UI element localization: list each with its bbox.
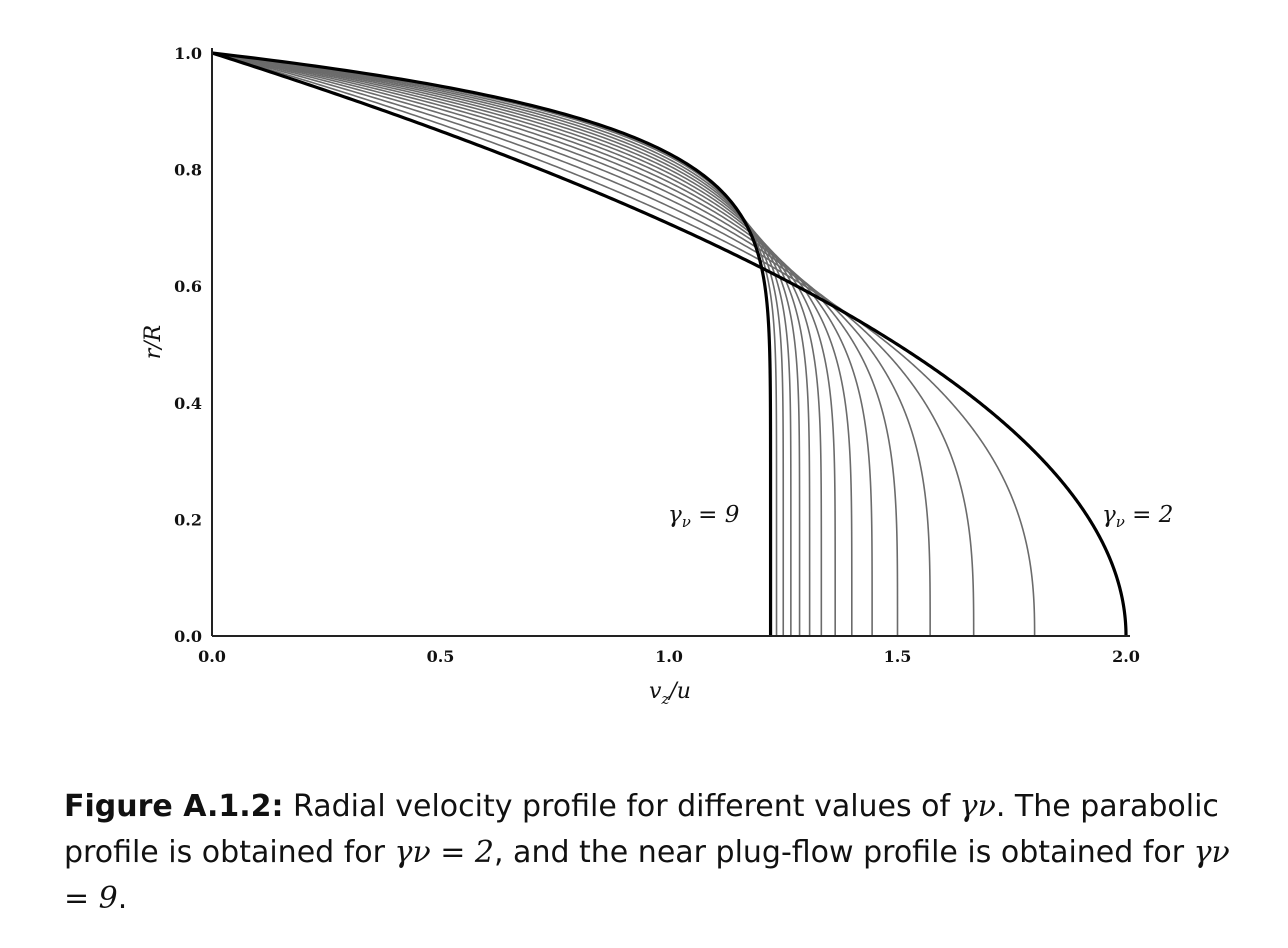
caption-text-4: . — [117, 881, 128, 916]
y-tick-label: 1.0 — [174, 44, 202, 63]
velocity-profile-chart: 0.0 0.5 1.0 1.5 2.0 0.00.20.40.60.81.0 vz/u … — [141, 44, 1173, 708]
y-tick-label: 0.0 — [174, 627, 202, 646]
series-line-gamma-3 — [211, 52, 975, 636]
series-line-gamma-5 — [211, 52, 853, 636]
y-tick-label: 0.4 — [174, 394, 202, 413]
series-line-gamma-4-5 — [211, 52, 873, 636]
y-tick-labels: 0.0 0.2 0.4 0.6 0.8 1.0 — [174, 44, 202, 646]
series-line-gamma-4 — [211, 52, 899, 636]
caption-text-1: Radial velocity profile for different va… — [283, 789, 960, 824]
series-line-gamma-9 — [211, 51, 773, 636]
series-line-gamma-2-5 — [211, 52, 1036, 636]
series-line-gamma-8-5 — [211, 52, 778, 636]
x-tick-label: 1.5 — [884, 647, 912, 666]
annotation-gamma-9: γν = 9 — [668, 502, 739, 531]
y-tick-label: 0.2 — [174, 510, 202, 529]
caption-symbol-3: γν = 9 — [64, 835, 1230, 916]
x-tick-label: 2.0 — [1112, 647, 1140, 666]
series-line-gamma-2 — [211, 51, 1128, 637]
figure-caption: Figure A.1.2: Radial velocity profile fo… — [64, 784, 1234, 922]
series-line-gamma-8 — [211, 52, 785, 636]
annotation-gamma-2: γν = 2 — [1102, 502, 1173, 531]
y-tick-label: 0.8 — [174, 161, 202, 180]
x-tick-label: 0.0 — [198, 647, 226, 666]
series-line-gamma-6 — [211, 52, 823, 636]
series-line-gamma-3-5 — [211, 52, 931, 636]
x-axis-label: vz/u — [649, 679, 691, 708]
series-curves — [211, 51, 1128, 637]
caption-text-2: . The parabolic profile is obtained for — [64, 789, 1219, 870]
series-line-gamma-7 — [211, 52, 801, 636]
x-tick-labels: 0.0 0.5 1.0 1.5 2.0 — [198, 647, 1140, 666]
x-tick-label: 0.5 — [427, 647, 455, 666]
series-line-gamma-7-5 — [211, 52, 792, 636]
x-tick-label: 1.0 — [655, 647, 683, 666]
series-line-gamma-6-5 — [211, 52, 811, 636]
caption-text-3: , and the near plug-flow profile is obta… — [493, 835, 1194, 870]
y-tick-label: 0.6 — [174, 277, 202, 296]
caption-label: Figure A.1.2: — [64, 789, 284, 824]
caption-symbol-2: γν = 2 — [394, 835, 494, 870]
caption-symbol-1: γν — [959, 789, 996, 824]
series-line-gamma-5-5 — [211, 52, 836, 636]
y-axis-label: r/R — [141, 325, 166, 360]
